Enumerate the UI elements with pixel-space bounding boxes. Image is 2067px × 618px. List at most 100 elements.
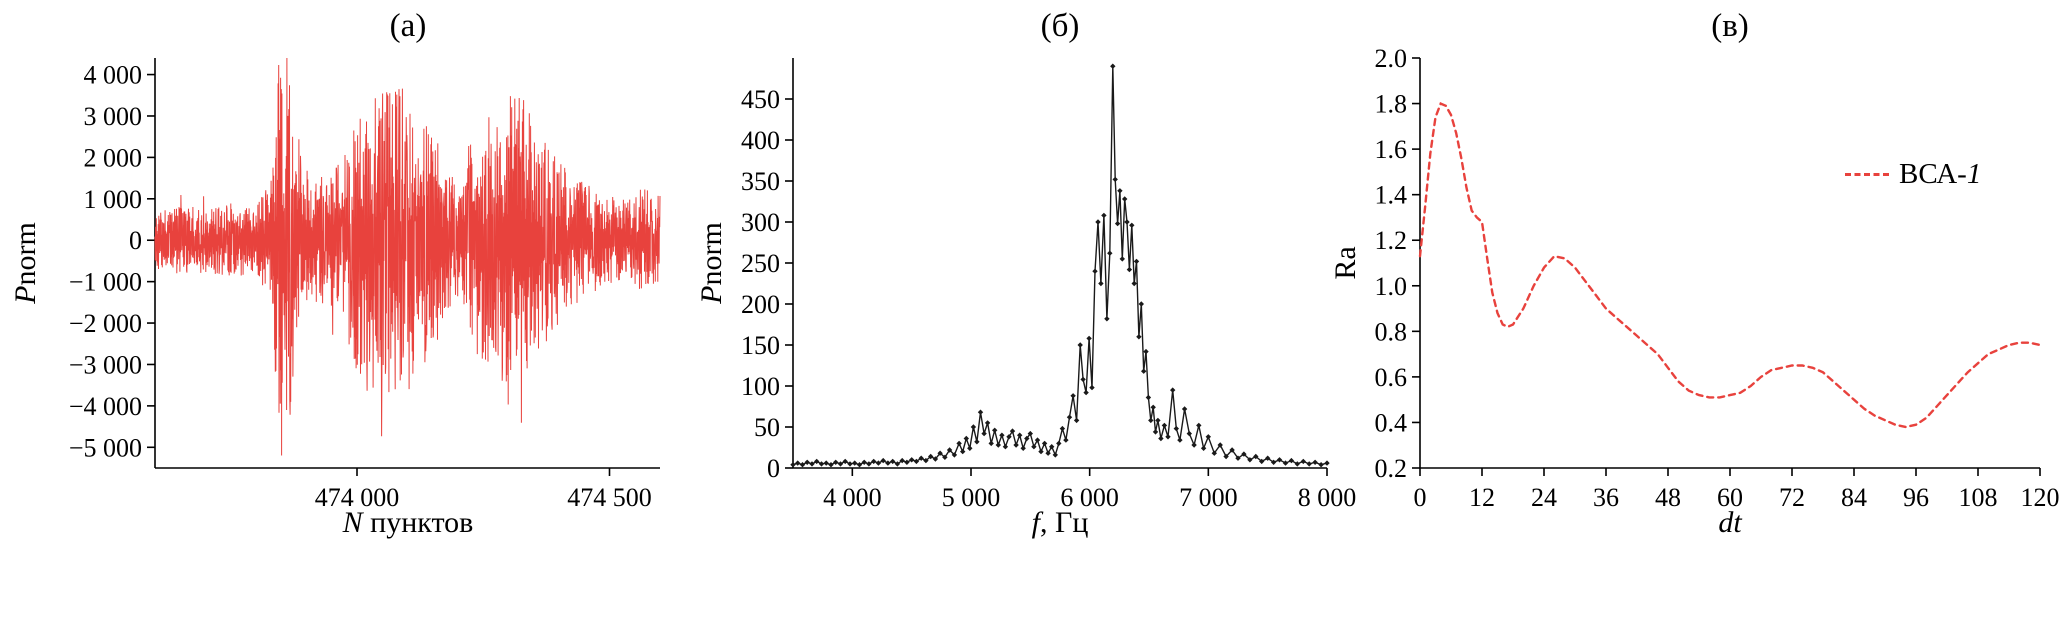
y-tick-label: 250	[741, 249, 780, 278]
data-point-marker	[1052, 452, 1058, 458]
panel-b-xlabel-italic: f	[1031, 506, 1040, 539]
panel-a-y-axis-label: Pnorm	[9, 222, 43, 304]
x-tick-label: 6 000	[1060, 483, 1119, 512]
data-point-marker	[999, 432, 1005, 438]
data-point-marker	[1253, 453, 1259, 460]
panel-b-ylabel-normal: norm	[695, 222, 728, 286]
data-point-marker	[981, 430, 987, 437]
data-point-marker	[960, 448, 966, 455]
data-point-marker	[1235, 455, 1241, 461]
panel-b-xlabel-normal: , Гц	[1039, 506, 1089, 539]
data-point-marker	[1191, 442, 1197, 448]
y-tick-label: −3 000	[69, 350, 142, 379]
legend-dash-sample	[1845, 173, 1889, 176]
panel-c-xlabel-italic: dt	[1718, 506, 1742, 539]
data-point-marker	[1110, 63, 1116, 69]
data-point-marker	[804, 459, 810, 465]
y-tick-label: 1.8	[1375, 90, 1408, 119]
data-point-marker	[875, 460, 882, 466]
y-tick-label: 100	[741, 372, 780, 401]
x-tick-label: 7 000	[1179, 483, 1238, 512]
y-tick-label: 300	[741, 208, 780, 237]
data-point-marker	[1124, 219, 1130, 225]
legend-label-number: 1	[1966, 158, 1982, 190]
data-point-marker	[946, 447, 953, 453]
data-point-marker	[1173, 425, 1179, 432]
data-point-marker	[1161, 422, 1168, 429]
data-point-marker	[885, 460, 891, 466]
data-point-marker	[1223, 453, 1229, 460]
data-point-marker	[992, 427, 998, 433]
data-point-marker	[1270, 459, 1277, 465]
data-point-marker	[1049, 444, 1055, 450]
data-point-marker	[1059, 425, 1066, 432]
data-point-marker	[1056, 440, 1062, 447]
data-point-marker	[1070, 393, 1076, 399]
x-tick-label: 120	[2021, 483, 2060, 512]
data-point-marker	[1155, 417, 1161, 424]
data-point-marker	[1131, 280, 1137, 287]
panel-c-y-axis-label: Ra	[1329, 246, 1363, 279]
data-point-marker	[1196, 422, 1202, 429]
data-point-marker	[1152, 429, 1159, 435]
data-point-marker	[1205, 434, 1211, 440]
data-point-marker	[866, 461, 872, 467]
data-point-marker	[871, 458, 877, 465]
data-point-marker	[1141, 368, 1147, 374]
data-point-marker	[1013, 442, 1019, 448]
y-tick-label: 2 000	[84, 143, 143, 172]
data-point-marker	[809, 461, 815, 467]
data-point-marker	[1045, 450, 1051, 456]
data-point-marker	[1098, 280, 1104, 287]
y-tick-label: 1.6	[1375, 135, 1408, 164]
data-point-marker	[1186, 430, 1192, 437]
data-point-marker	[977, 409, 984, 415]
y-tick-label: 200	[741, 290, 780, 319]
data-point-marker	[1229, 447, 1235, 453]
x-tick-label: 108	[1959, 483, 1998, 512]
waveform-series	[154, 57, 661, 456]
data-point-marker	[956, 440, 962, 447]
y-tick-label: 0	[129, 226, 142, 255]
waveform-chart: 4 000 3 000 2 000 1 000 0 −1 000 −2 000 −3 000 −…	[69, 57, 661, 512]
panel-a-title: (а)	[389, 8, 427, 44]
data-point-marker	[1170, 387, 1176, 393]
data-point-marker	[837, 461, 844, 467]
y-tick-label: 1 000	[84, 185, 143, 214]
panel-a-x-axis-label: N пунктов	[343, 506, 474, 540]
x-tick-label: 5 000	[942, 483, 1001, 512]
y-tick-label: 4 000	[84, 61, 143, 90]
y-tick-label: 3 000	[84, 102, 143, 131]
data-point-marker	[1217, 442, 1223, 448]
data-point-marker	[1092, 268, 1098, 274]
data-point-marker	[984, 420, 991, 426]
y-tick-label: 1.4	[1375, 181, 1408, 210]
data-point-marker	[1077, 342, 1083, 348]
data-point-marker	[1086, 335, 1092, 342]
data-point-marker	[1133, 258, 1140, 265]
y-tick-label: 0.4	[1375, 408, 1408, 437]
data-point-marker	[963, 435, 969, 442]
data-point-marker	[974, 439, 980, 445]
data-point-marker	[818, 461, 825, 467]
data-point-marker	[1038, 448, 1044, 455]
x-tick-label: 36	[1593, 483, 1619, 512]
x-tick-label: 96	[1903, 483, 1929, 512]
y-tick-label: 2.0	[1375, 44, 1408, 73]
y-tick-label: −4 000	[69, 392, 142, 421]
x-tick-label: 0	[1414, 483, 1427, 512]
data-point-marker	[1165, 434, 1171, 440]
legend-label-prefix: ВСА-	[1899, 158, 1967, 190]
panel-b-title: (б)	[1040, 8, 1080, 44]
data-point-marker	[1017, 432, 1023, 438]
data-point-marker	[967, 445, 973, 451]
data-point-marker	[1259, 458, 1265, 465]
data-point-marker	[1288, 457, 1295, 464]
x-tick-label: 474 500	[567, 483, 652, 512]
ra-series	[1418, 102, 2042, 429]
ra-chart: 0.2 0.4 0.6 0.8 1.0 1.2 1.4 1.6 1.8 2.0 0 12 24 36 48 6…	[1375, 44, 2060, 512]
data-point-marker	[1122, 196, 1128, 202]
data-point-marker	[1158, 435, 1164, 442]
y-tick-label: 0.2	[1375, 454, 1408, 483]
